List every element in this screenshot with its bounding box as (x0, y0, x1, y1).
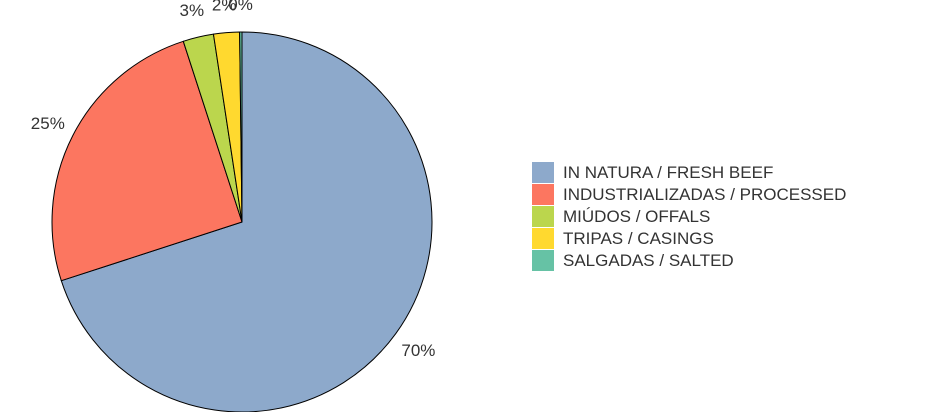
pie-slices (51, 31, 433, 412)
pie-slice-1 (51, 40, 243, 282)
legend-label-4: SALGADAS / SALTED (563, 251, 734, 270)
legend-label-3: TRIPAS / CASINGS (563, 229, 714, 248)
pie-value-label-1: 25% (31, 114, 65, 133)
pie-value-label-0: 70% (401, 341, 435, 360)
pie-slice-4 (239, 31, 243, 223)
pie-value-label-2: 3% (180, 1, 205, 20)
legend-swatch-0 (532, 162, 554, 183)
legend-swatch-1 (532, 184, 554, 205)
legend-swatch-4 (532, 250, 554, 271)
pie-slice-0 (60, 31, 433, 412)
legend-label-0: IN NATURA / FRESH BEEF (563, 163, 773, 182)
pie-value-labels: 70% 25% 3% 2%0% (31, 0, 436, 360)
pie-value-label-3: 2% (212, 0, 237, 15)
pie-value-label-4: 0% (228, 0, 253, 14)
legend-swatch-2 (532, 206, 554, 227)
legend-label-2: MIÚDOS / OFFALS (563, 207, 710, 226)
legend-swatch-3 (532, 228, 554, 249)
legend: IN NATURA / FRESH BEEF INDUSTRIALIZADAS /… (532, 162, 846, 271)
legend-label-1: INDUSTRIALIZADAS / PROCESSED (563, 185, 846, 204)
